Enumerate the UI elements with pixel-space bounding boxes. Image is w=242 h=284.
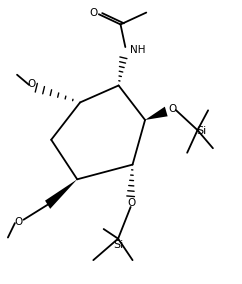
Text: O: O <box>27 79 35 89</box>
Text: O: O <box>14 217 22 227</box>
Text: O: O <box>127 198 135 208</box>
Polygon shape <box>145 107 168 120</box>
Text: NH: NH <box>130 45 146 55</box>
Polygon shape <box>45 179 77 209</box>
Text: Si: Si <box>113 240 123 250</box>
Text: Si: Si <box>197 126 207 136</box>
Text: O: O <box>89 8 98 18</box>
Text: O: O <box>168 104 177 114</box>
